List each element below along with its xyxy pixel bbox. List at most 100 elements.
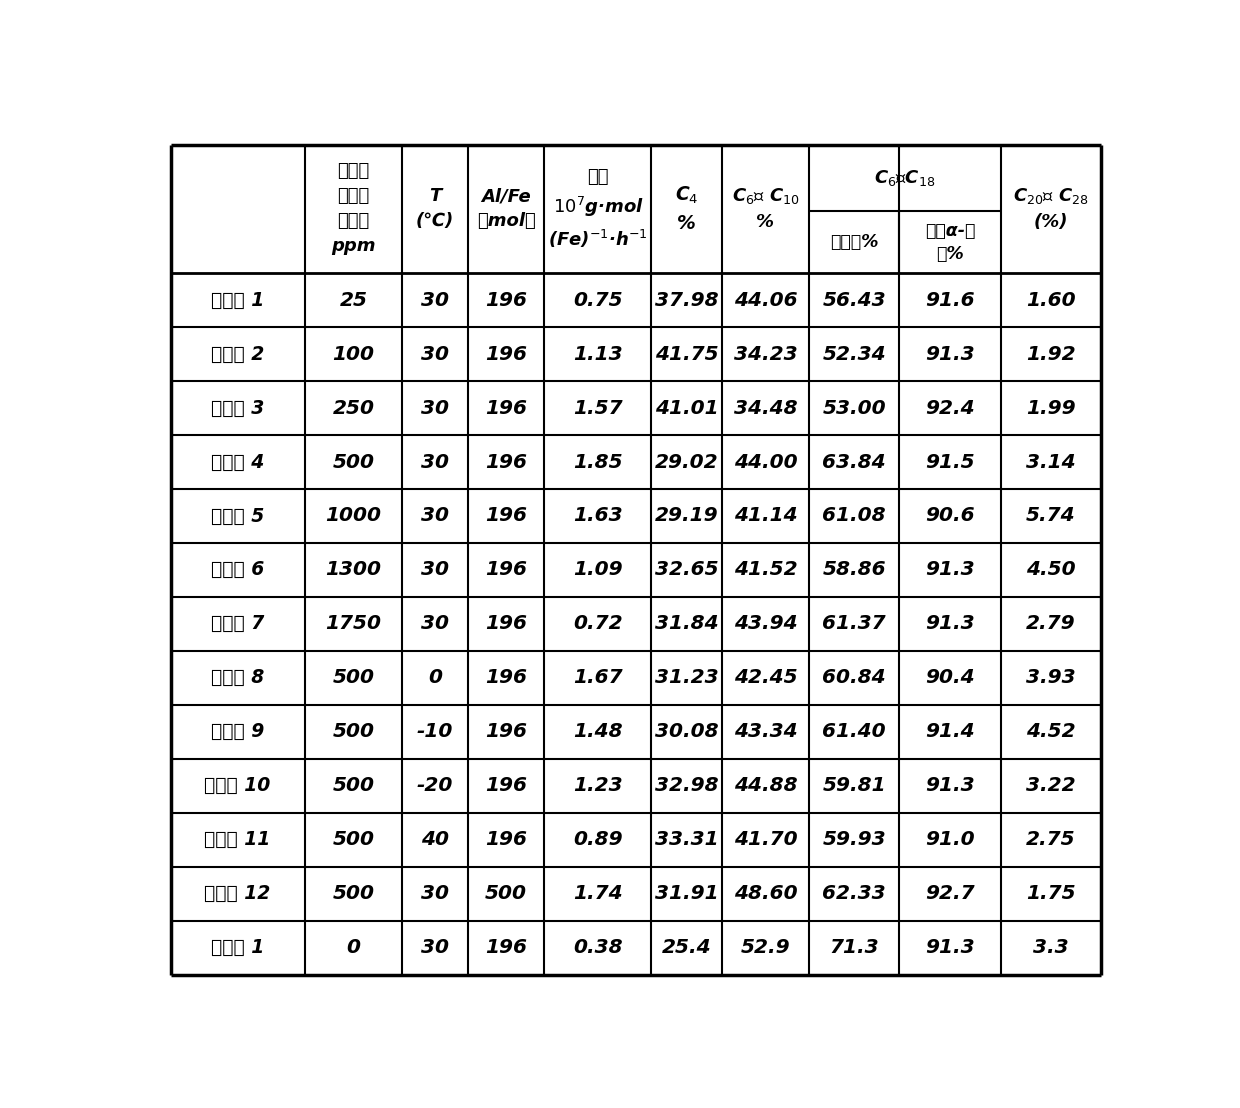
Text: 实施例 12: 实施例 12 (205, 884, 270, 903)
Text: 实施例 6: 实施例 6 (211, 561, 264, 579)
Text: 60.84: 60.84 (822, 668, 887, 687)
Text: 实施例 8: 实施例 8 (211, 668, 264, 687)
Text: 4.52: 4.52 (1025, 722, 1075, 741)
Text: 196: 196 (485, 290, 527, 309)
Text: 91.4: 91.4 (925, 722, 975, 741)
Text: 1.75: 1.75 (1025, 884, 1075, 903)
Text: 1.74: 1.74 (573, 884, 622, 903)
Text: 叔丁基
过氧化
氢含量
ppm: 叔丁基 过氧化 氢含量 ppm (331, 163, 376, 255)
Text: 59.81: 59.81 (822, 777, 887, 796)
Text: 31.84: 31.84 (655, 614, 718, 634)
Text: 500: 500 (332, 452, 374, 472)
Text: 实施例 3: 实施例 3 (211, 399, 264, 418)
Text: 61.37: 61.37 (822, 614, 887, 634)
Text: 0.38: 0.38 (573, 938, 622, 957)
Text: 1.99: 1.99 (1025, 399, 1075, 418)
Text: 0.89: 0.89 (573, 830, 622, 849)
Text: 0.75: 0.75 (573, 290, 622, 309)
Text: 32.65: 32.65 (655, 561, 718, 579)
Text: C$_4$
%: C$_4$ % (675, 185, 698, 233)
Text: 1.67: 1.67 (573, 668, 622, 687)
Text: 0.72: 0.72 (573, 614, 622, 634)
Text: C$_{20}$～ C$_{28}$
(%): C$_{20}$～ C$_{28}$ (%) (1013, 186, 1089, 232)
Text: 56.43: 56.43 (822, 290, 887, 309)
Text: 500: 500 (485, 884, 527, 903)
Text: -10: -10 (417, 722, 453, 741)
Text: 52.34: 52.34 (822, 345, 887, 363)
Text: 91.5: 91.5 (925, 452, 975, 472)
Text: 500: 500 (332, 777, 374, 796)
Text: 3.14: 3.14 (1025, 452, 1075, 472)
Text: 196: 196 (485, 561, 527, 579)
Text: 线性α-烯
烯%: 线性α-烯 烯% (925, 222, 976, 263)
Text: 对比例 1: 对比例 1 (211, 938, 264, 957)
Text: 41.01: 41.01 (655, 399, 718, 418)
Text: 1.92: 1.92 (1025, 345, 1075, 363)
Text: C$_6$～ C$_{10}$
%: C$_6$～ C$_{10}$ % (732, 186, 800, 232)
Text: 活性
$10^7$g·mol
(Fe)$^{-1}$·h$^{-1}$: 活性 $10^7$g·mol (Fe)$^{-1}$·h$^{-1}$ (548, 167, 647, 250)
Text: 3.22: 3.22 (1025, 777, 1075, 796)
Text: 实施例 11: 实施例 11 (205, 830, 270, 849)
Text: 33.31: 33.31 (655, 830, 718, 849)
Text: 196: 196 (485, 452, 527, 472)
Text: 61.40: 61.40 (822, 722, 887, 741)
Text: 91.3: 91.3 (925, 938, 975, 957)
Text: 196: 196 (485, 506, 527, 525)
Text: 52.9: 52.9 (740, 938, 790, 957)
Text: 32.98: 32.98 (655, 777, 718, 796)
Text: 196: 196 (485, 938, 527, 957)
Text: 30: 30 (420, 399, 449, 418)
Text: 43.34: 43.34 (734, 722, 797, 741)
Text: 30: 30 (420, 614, 449, 634)
Text: 3.93: 3.93 (1025, 668, 1075, 687)
Text: 1.57: 1.57 (573, 399, 622, 418)
Text: 62.33: 62.33 (822, 884, 887, 903)
Text: 90.6: 90.6 (925, 506, 975, 525)
Text: 71.3: 71.3 (830, 938, 879, 957)
Text: 30: 30 (420, 345, 449, 363)
Text: C$_6$～C$_{18}$: C$_6$～C$_{18}$ (874, 168, 936, 188)
Text: 500: 500 (332, 830, 374, 849)
Text: 1.63: 1.63 (573, 506, 622, 525)
Text: 196: 196 (485, 399, 527, 418)
Text: 92.4: 92.4 (925, 399, 975, 418)
Text: 48.60: 48.60 (734, 884, 797, 903)
Text: 34.48: 34.48 (734, 399, 797, 418)
Text: 1.13: 1.13 (573, 345, 622, 363)
Text: 41.14: 41.14 (734, 506, 797, 525)
Text: 31.23: 31.23 (655, 668, 718, 687)
Text: 250: 250 (332, 399, 374, 418)
Text: 30: 30 (420, 452, 449, 472)
Text: 30.08: 30.08 (655, 722, 718, 741)
Text: 100: 100 (332, 345, 374, 363)
Text: 196: 196 (485, 668, 527, 687)
Text: 30: 30 (420, 561, 449, 579)
Text: 196: 196 (485, 345, 527, 363)
Text: 实施例 9: 实施例 9 (211, 722, 264, 741)
Text: 44.06: 44.06 (734, 290, 797, 309)
Text: 91.3: 91.3 (925, 777, 975, 796)
Text: -20: -20 (417, 777, 453, 796)
Text: 实施例 5: 实施例 5 (211, 506, 264, 525)
Text: 500: 500 (332, 668, 374, 687)
Text: 41.70: 41.70 (734, 830, 797, 849)
Text: 53.00: 53.00 (822, 399, 887, 418)
Text: 29.02: 29.02 (655, 452, 718, 472)
Text: 58.86: 58.86 (822, 561, 887, 579)
Text: 91.3: 91.3 (925, 561, 975, 579)
Text: 500: 500 (332, 722, 374, 741)
Text: 500: 500 (332, 884, 374, 903)
Text: 196: 196 (485, 777, 527, 796)
Text: 1300: 1300 (325, 561, 382, 579)
Text: 196: 196 (485, 722, 527, 741)
Text: 31.91: 31.91 (655, 884, 718, 903)
Text: 1750: 1750 (325, 614, 382, 634)
Text: 实施例 1: 实施例 1 (211, 290, 264, 309)
Text: 41.52: 41.52 (734, 561, 797, 579)
Text: T
(℃): T (℃) (415, 187, 454, 230)
Text: 61.08: 61.08 (822, 506, 887, 525)
Text: 59.93: 59.93 (822, 830, 887, 849)
Text: 2.75: 2.75 (1025, 830, 1075, 849)
Text: 44.88: 44.88 (734, 777, 797, 796)
Text: 1000: 1000 (325, 506, 382, 525)
